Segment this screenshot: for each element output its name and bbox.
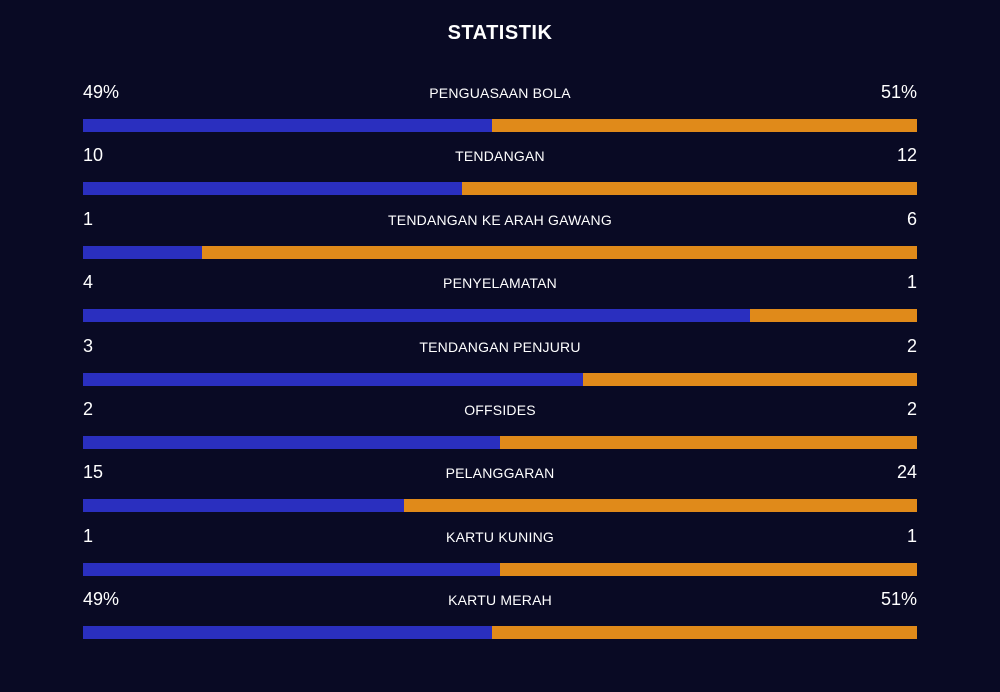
home-value: 49%	[83, 82, 120, 102]
stat-label: OFFSIDES	[464, 401, 536, 418]
home-value: 10	[83, 145, 104, 166]
home-bar-fill	[83, 245, 203, 259]
home-bar-fill	[83, 372, 584, 386]
away-bar-fill	[462, 182, 917, 196]
away-value: 1	[906, 272, 917, 293]
stat-row: TENDANGAN KE ARAH GAWANG 1 6	[83, 207, 917, 270]
away-bar-fill	[750, 309, 917, 323]
stat-label: TENDANGAN	[455, 148, 545, 165]
stat-header: KARTU MERAH 49% 51%	[83, 587, 917, 615]
stat-label: PENYELAMATAN	[443, 275, 557, 292]
stat-header: TENDANGAN PENJURU 3 2	[83, 334, 917, 362]
home-value: 1	[83, 208, 94, 229]
stat-header: PENYELAMATAN 4 1	[83, 270, 917, 298]
comparison-bar	[83, 245, 917, 259]
home-value: 1	[83, 525, 94, 546]
stat-header: TENDANGAN KE ARAH GAWANG 1 6	[83, 207, 917, 235]
home-bar-fill	[83, 119, 492, 132]
away-value: 51%	[880, 82, 917, 102]
stat-label: TENDANGAN PENJURU	[419, 338, 581, 355]
away-value: 24	[896, 462, 917, 483]
comparison-bar	[83, 182, 917, 196]
stat-label: TENDANGAN KE ARAH GAWANG	[388, 211, 612, 228]
home-bar-fill	[83, 499, 404, 513]
stat-label: KARTU KUNING	[446, 528, 554, 545]
home-value: 49%	[83, 589, 120, 610]
stat-header: TENDANGAN 10 12	[83, 143, 917, 171]
stat-label: PELANGGARAN	[445, 465, 555, 482]
stat-header: OFFSIDES 2 2	[83, 397, 917, 425]
away-bar-fill	[491, 119, 917, 132]
home-bar-fill	[83, 562, 500, 576]
away-bar-fill	[403, 499, 917, 513]
away-bar-fill	[500, 435, 917, 449]
stat-row: OFFSIDES 2 2	[83, 397, 917, 460]
away-bar-fill	[202, 245, 917, 259]
stat-row: PELANGGARAN 15 24	[83, 460, 917, 523]
stat-header: PELANGGARAN 15 24	[83, 460, 917, 488]
home-bar-fill	[83, 309, 751, 323]
home-bar-fill	[83, 435, 500, 449]
stat-row: PENYELAMATAN 4 1	[83, 270, 917, 333]
panel-title: STATISTIK	[447, 22, 553, 44]
comparison-bar	[83, 119, 917, 132]
stats-list: PENGUASAAN BOLA 49% 51% TENDANGAN 10 12 TENDAN…	[83, 80, 917, 651]
stat-label: KARTU MERAH	[448, 592, 552, 609]
home-value: 4	[83, 272, 94, 293]
away-bar-fill	[500, 562, 917, 576]
home-bar-fill	[83, 626, 492, 640]
away-value: 12	[896, 145, 917, 166]
home-bar-fill	[83, 182, 463, 196]
comparison-bar	[83, 626, 917, 640]
away-value: 1	[906, 525, 917, 546]
home-value: 15	[83, 462, 104, 483]
away-value: 2	[906, 398, 917, 419]
stat-row: TENDANGAN 10 12	[83, 143, 917, 206]
comparison-bar	[83, 309, 917, 323]
stat-row: PENGUASAAN BOLA 49% 51%	[83, 80, 917, 143]
stat-label: PENGUASAAN BOLA	[429, 85, 571, 101]
home-value: 2	[83, 398, 94, 419]
stat-header: KARTU KUNING 1 1	[83, 524, 917, 552]
away-value: 51%	[880, 589, 917, 610]
comparison-bar	[83, 499, 917, 513]
away-bar-fill	[583, 372, 917, 386]
comparison-bar	[83, 372, 917, 386]
comparison-bar	[83, 562, 917, 576]
away-bar-fill	[491, 626, 917, 640]
stat-header: PENGUASAAN BOLA 49% 51%	[83, 80, 917, 108]
home-value: 3	[83, 335, 94, 356]
away-value: 6	[906, 208, 917, 229]
stat-row: KARTU KUNING 1 1	[83, 524, 917, 587]
comparison-bar	[83, 435, 917, 449]
stat-row: KARTU MERAH 49% 51%	[83, 587, 917, 650]
stat-row: TENDANGAN PENJURU 3 2	[83, 334, 917, 397]
away-value: 2	[906, 335, 917, 356]
